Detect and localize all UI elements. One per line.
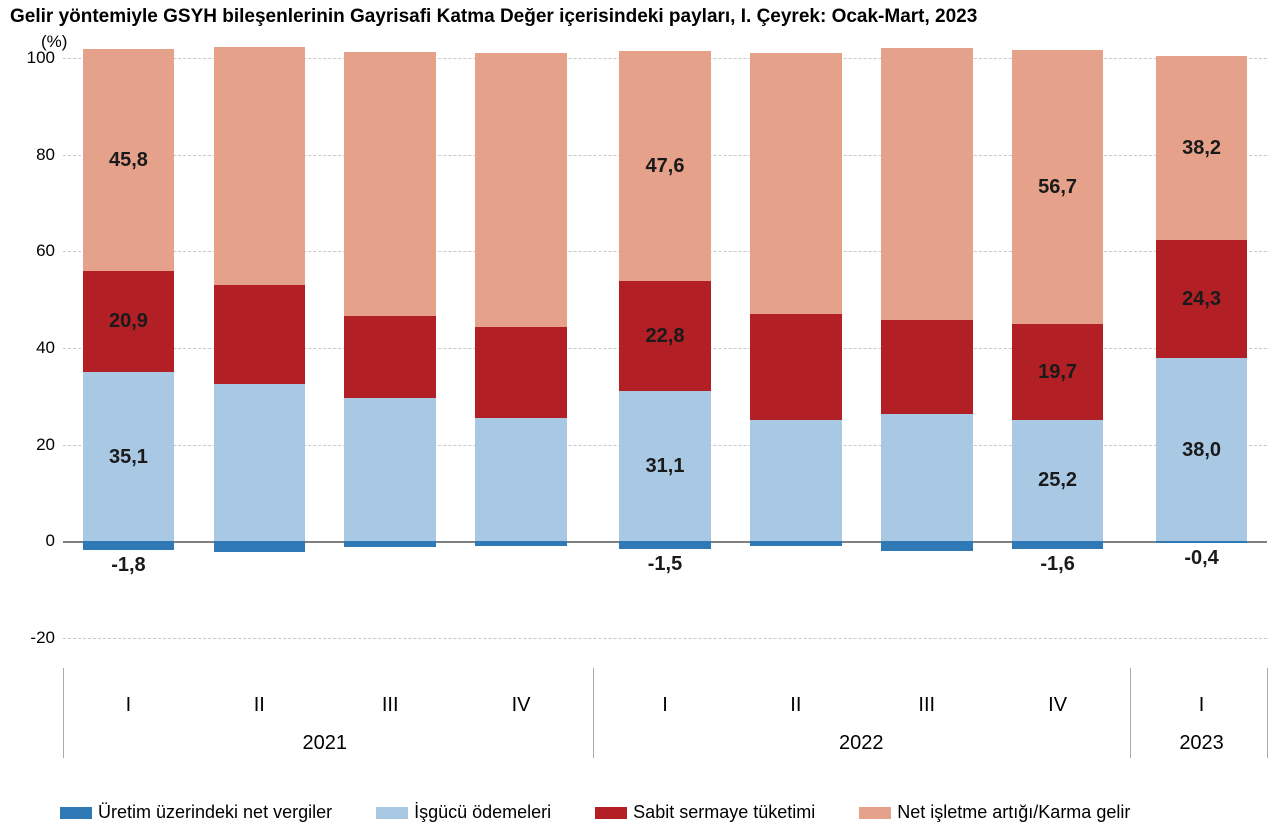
legend-label: Üretim üzerindeki net vergiler	[98, 802, 332, 823]
bar-segment-label: 19,7	[1038, 361, 1077, 384]
bar-segment-net_vergiler	[214, 541, 306, 552]
bar-segment-label: 24,3	[1182, 288, 1221, 311]
bar-segment-net_vergiler	[619, 541, 711, 548]
bar-segment-sabit_sermaye	[344, 316, 436, 398]
bar-segment-label: 35,1	[109, 446, 148, 469]
y-tick-label: 20	[36, 435, 55, 455]
legend-item-isgucu: İşgücü ödemeleri	[376, 802, 551, 823]
year-separator	[1267, 668, 1268, 758]
legend-swatch	[859, 807, 891, 819]
x-year-label: 2022	[839, 732, 884, 755]
bar-segment-net_vergiler	[1156, 541, 1248, 543]
bar-segment-sabit_sermaye	[750, 314, 842, 419]
bar-segment-label: 31,1	[646, 455, 685, 478]
y-tick-label: 100	[27, 48, 55, 68]
neg-value-label: -1,5	[648, 553, 682, 576]
y-tick-label: 40	[36, 338, 55, 358]
chart-title: Gelir yöntemiyle GSYH bileşenlerinin Gay…	[10, 6, 977, 28]
bar-segment-sabit_sermaye	[475, 327, 567, 418]
bar-segment-isgucu	[475, 418, 567, 541]
x-quarter-label: I	[662, 694, 668, 717]
year-separator	[63, 668, 64, 758]
y-tick-label: 0	[46, 531, 55, 551]
bar-segment-label: 20,9	[109, 310, 148, 333]
x-quarter-label: II	[790, 694, 801, 717]
legend-swatch	[595, 807, 627, 819]
bar-segment-net_vergiler	[881, 541, 973, 551]
y-tick-label: 80	[36, 145, 55, 165]
legend-label: İşgücü ödemeleri	[414, 802, 551, 823]
bar-segment-isgucu	[214, 384, 306, 542]
bar-segment-net_vergiler	[344, 541, 436, 547]
bar-segment-net_isletme	[750, 53, 842, 314]
year-separator	[1130, 668, 1131, 758]
bar-segment-isgucu	[881, 414, 973, 541]
bar-segment-net_isletme	[344, 52, 436, 315]
x-quarter-label: III	[382, 694, 399, 717]
bar-segment-net_vergiler	[83, 541, 175, 550]
legend-swatch	[376, 807, 408, 819]
bar-segment-label: 25,2	[1038, 469, 1077, 492]
bar-segment-net_isletme	[475, 53, 567, 327]
x-year-label: 2023	[1179, 732, 1224, 755]
bar-segment-label: 22,8	[646, 325, 685, 348]
bar-segment-label: 56,7	[1038, 176, 1077, 199]
bar-segment-net_isletme	[881, 48, 973, 320]
y-tick-label: 60	[36, 241, 55, 261]
bar-segment-label: 38,0	[1182, 439, 1221, 462]
bar-segment-net_isletme	[214, 47, 306, 285]
x-year-label: 2021	[302, 732, 347, 755]
legend-item-net_vergiler: Üretim üzerindeki net vergiler	[60, 802, 332, 823]
bar-segment-isgucu	[750, 420, 842, 542]
legend-swatch	[60, 807, 92, 819]
y-tick-label: -20	[30, 628, 55, 648]
x-quarter-label: I	[126, 694, 132, 717]
grid-line	[63, 638, 1267, 639]
bar-segment-label: 38,2	[1182, 137, 1221, 160]
bar-segment-net_vergiler	[475, 541, 567, 546]
bar-segment-label: 47,6	[646, 155, 685, 178]
x-quarter-label: I	[1199, 694, 1205, 717]
bar-segment-sabit_sermaye	[881, 320, 973, 414]
bar-segment-isgucu	[344, 398, 436, 542]
x-quarter-label: II	[254, 694, 265, 717]
x-quarter-label: IV	[512, 694, 531, 717]
plot-area: -2002040608010035,120,945,8-1,8IIIIIIIV2…	[63, 58, 1267, 638]
bar-segment-sabit_sermaye	[214, 285, 306, 384]
bar-segment-label: 45,8	[109, 149, 148, 172]
neg-value-label: -1,8	[111, 554, 145, 577]
legend-item-net_isletme: Net işletme artığı/Karma gelir	[859, 802, 1130, 823]
x-quarter-label: IV	[1048, 694, 1067, 717]
legend-item-sabit_sermaye: Sabit sermaye tüketimi	[595, 802, 815, 823]
bar-segment-net_vergiler	[750, 541, 842, 546]
legend-label: Net işletme artığı/Karma gelir	[897, 802, 1130, 823]
neg-value-label: -1,6	[1040, 553, 1074, 576]
neg-value-label: -0,4	[1184, 547, 1218, 570]
bar-segment-net_vergiler	[1012, 541, 1104, 549]
x-quarter-label: III	[918, 694, 935, 717]
legend: Üretim üzerindeki net vergiler İşgücü öde…	[60, 802, 1130, 823]
year-separator	[593, 668, 594, 758]
legend-label: Sabit sermaye tüketimi	[633, 802, 815, 823]
